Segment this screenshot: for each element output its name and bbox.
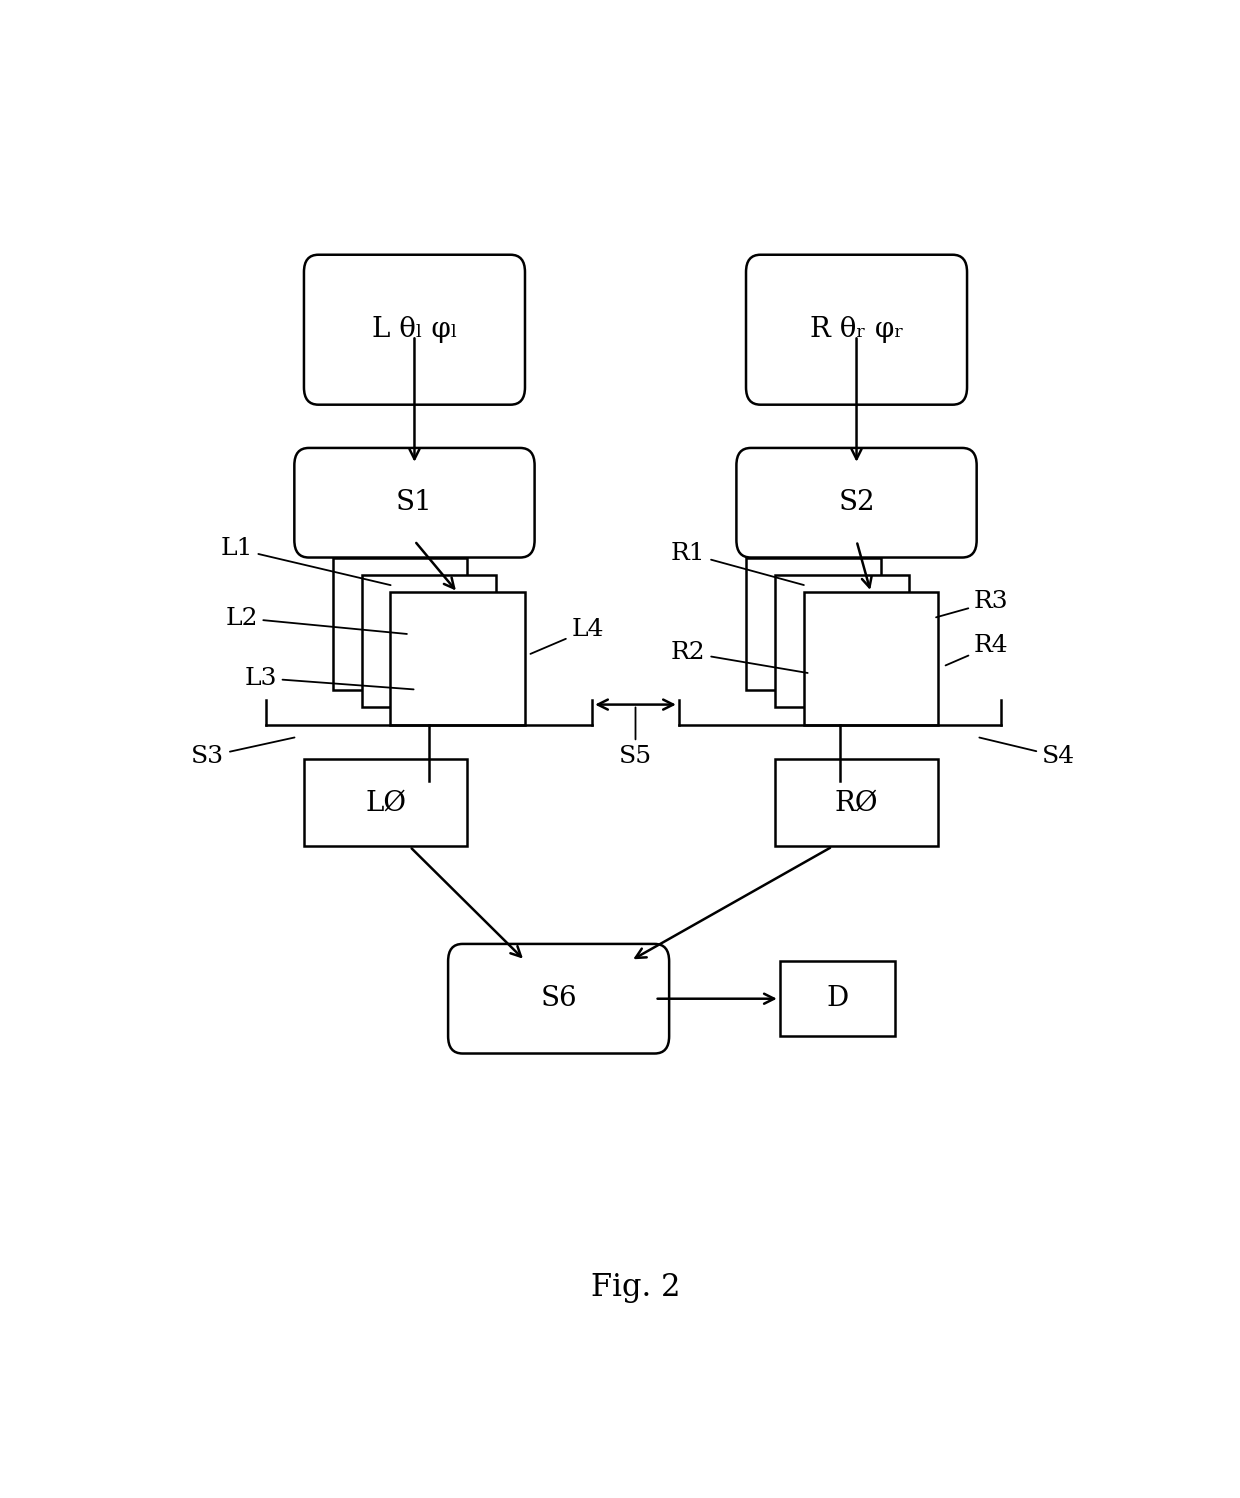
Text: LØ: LØ [365, 789, 407, 816]
Bar [775, 575, 909, 707]
Bar [332, 557, 467, 691]
Text: L3: L3 [244, 667, 414, 689]
FancyBboxPatch shape [737, 448, 977, 557]
Text: R θᵣ φᵣ: R θᵣ φᵣ [810, 316, 904, 343]
Text: L θₗ φₗ: L θₗ φₗ [372, 316, 458, 343]
Text: L1: L1 [221, 538, 391, 586]
Text: R3: R3 [936, 590, 1008, 617]
Text: RØ: RØ [835, 789, 878, 816]
Bar [780, 962, 895, 1037]
Text: D: D [826, 986, 848, 1013]
Text: S2: S2 [838, 490, 875, 517]
Bar [804, 592, 939, 725]
Bar [362, 575, 496, 707]
Bar [775, 759, 939, 846]
FancyBboxPatch shape [448, 944, 670, 1053]
Text: L4: L4 [531, 619, 604, 655]
Text: S4: S4 [980, 737, 1075, 768]
Text: S5: S5 [619, 707, 652, 768]
Text: R4: R4 [946, 634, 1008, 665]
Text: S6: S6 [541, 986, 577, 1013]
FancyBboxPatch shape [304, 255, 525, 404]
Bar [391, 592, 525, 725]
Bar [304, 759, 467, 846]
Text: L2: L2 [226, 607, 407, 634]
Text: S3: S3 [191, 737, 295, 768]
FancyBboxPatch shape [294, 448, 534, 557]
Text: R1: R1 [671, 542, 804, 586]
Text: Fig. 2: Fig. 2 [590, 1272, 681, 1303]
Text: R2: R2 [671, 641, 807, 673]
FancyBboxPatch shape [746, 255, 967, 404]
Bar [746, 557, 880, 691]
Text: S1: S1 [396, 490, 433, 517]
